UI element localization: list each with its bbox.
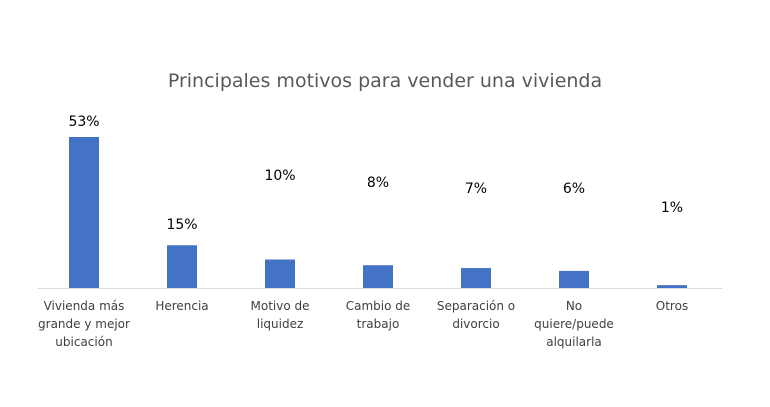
bar [461,268,491,288]
data-label: 10% [264,168,295,184]
category-label: Otros [656,299,688,313]
category-label: Cambio de [346,299,411,313]
data-label: 8% [367,175,389,191]
category-label: Vivienda más [44,299,125,313]
data-label: 53% [68,114,99,130]
category-label: No [566,299,582,313]
data-label: 7% [465,181,487,197]
bar [657,285,687,288]
data-label: 15% [166,217,197,233]
data-label: 6% [563,181,585,197]
bar [363,265,393,288]
category-label: Separación o [437,299,515,313]
category-label: trabajo [357,317,400,331]
bar [69,137,99,288]
chart-title: Principales motivos para vender una vivi… [167,70,603,92]
bar [265,259,295,288]
category-label: grande y mejor [38,317,130,331]
bar [167,245,197,288]
category-label: ubicación [55,335,112,349]
category-label: liquidez [257,317,304,331]
bar [559,270,589,288]
category-label: quiere/puede [534,317,614,331]
category-label: divorcio [452,317,499,331]
data-label: 1% [661,200,683,216]
category-label: Motivo de [251,299,310,313]
category-label: alquilarla [546,335,602,349]
category-label: Herencia [155,299,208,313]
